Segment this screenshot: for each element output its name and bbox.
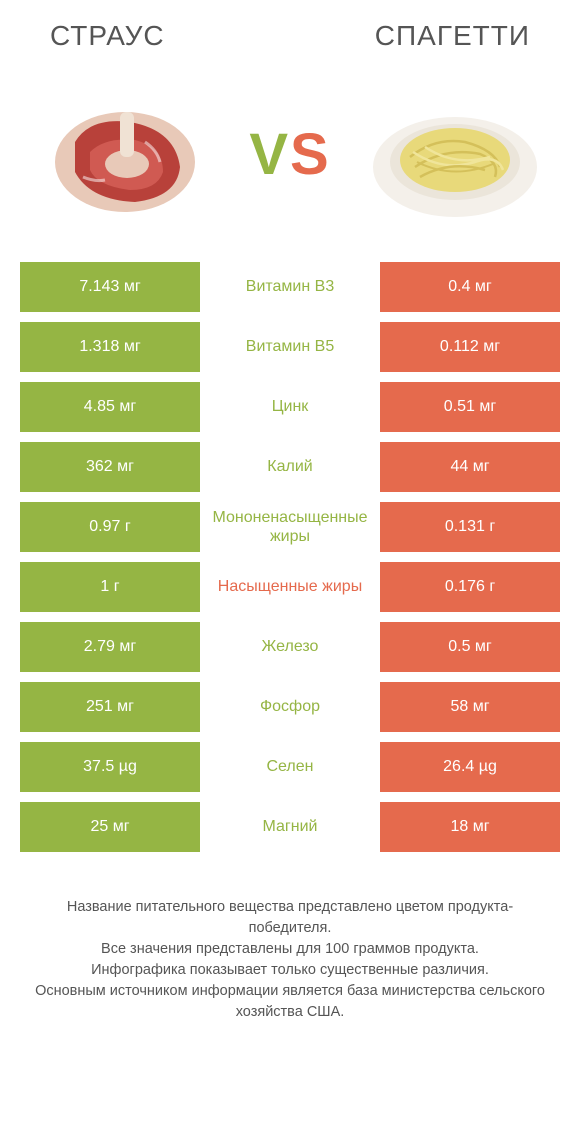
left-value-cell: 251 мг [20,682,200,732]
table-row: 7.143 мгВитамин B30.4 мг [20,257,560,317]
footer-notes: Название питательного вещества представл… [0,857,580,1043]
left-product-image [35,82,215,227]
table-row: 362 мгКалий44 мг [20,437,560,497]
vs-label: VS [249,121,330,188]
table-row: 4.85 мгЦинк0.51 мг [20,377,560,437]
right-value-cell: 26.4 µg [380,742,560,792]
table-row: 2.79 мгЖелезо0.5 мг [20,617,560,677]
left-value-cell: 362 мг [20,442,200,492]
table-row: 1.318 мгВитамин B50.112 мг [20,317,560,377]
left-value-cell: 4.85 мг [20,382,200,432]
table-row: 0.97 гМононенасыщенные жиры0.131 г [20,497,560,557]
right-value-cell: 0.5 мг [380,622,560,672]
header: СТРАУС СПАГЕТТИ [0,0,580,62]
footer-line-4: Основным источником информации является … [30,981,550,1023]
table-row: 25 мгМагний18 мг [20,797,560,857]
right-product-title: СПАГЕТТИ [375,20,530,52]
table-row: 1 гНасыщенные жиры0.176 г [20,557,560,617]
right-value-cell: 0.131 г [380,502,560,552]
pasta-icon [365,82,545,227]
nutrient-label: Калий [200,442,380,492]
nutrient-label: Мононенасыщенные жиры [200,502,380,552]
left-value-cell: 0.97 г [20,502,200,552]
footer-line-1: Название питательного вещества представл… [30,897,550,939]
nutrient-label: Витамин B5 [200,322,380,372]
left-value-cell: 7.143 мг [20,262,200,312]
right-value-cell: 0.4 мг [380,262,560,312]
nutrient-label: Фосфор [200,682,380,732]
meat-icon [35,82,215,227]
vs-s: S [290,122,331,187]
left-value-cell: 1 г [20,562,200,612]
vs-v: V [249,122,290,187]
nutrient-label: Витамин B3 [200,262,380,312]
right-product-image [365,82,545,227]
hero-row: VS [0,62,580,257]
footer-line-3: Инфографика показывает только существенн… [30,960,550,981]
nutrient-label: Селен [200,742,380,792]
nutrient-label: Цинк [200,382,380,432]
right-value-cell: 0.112 мг [380,322,560,372]
left-value-cell: 2.79 мг [20,622,200,672]
comparison-table: 7.143 мгВитамин B30.4 мг1.318 мгВитамин … [20,257,560,857]
right-value-cell: 58 мг [380,682,560,732]
left-value-cell: 1.318 мг [20,322,200,372]
left-value-cell: 25 мг [20,802,200,852]
nutrient-label: Железо [200,622,380,672]
right-value-cell: 18 мг [380,802,560,852]
right-value-cell: 44 мг [380,442,560,492]
right-value-cell: 0.176 г [380,562,560,612]
footer-line-2: Все значения представлены для 100 граммо… [30,939,550,960]
left-value-cell: 37.5 µg [20,742,200,792]
nutrient-label: Насыщенные жиры [200,562,380,612]
nutrient-label: Магний [200,802,380,852]
left-product-title: СТРАУС [50,20,165,52]
table-row: 37.5 µgСелен26.4 µg [20,737,560,797]
table-row: 251 мгФосфор58 мг [20,677,560,737]
right-value-cell: 0.51 мг [380,382,560,432]
